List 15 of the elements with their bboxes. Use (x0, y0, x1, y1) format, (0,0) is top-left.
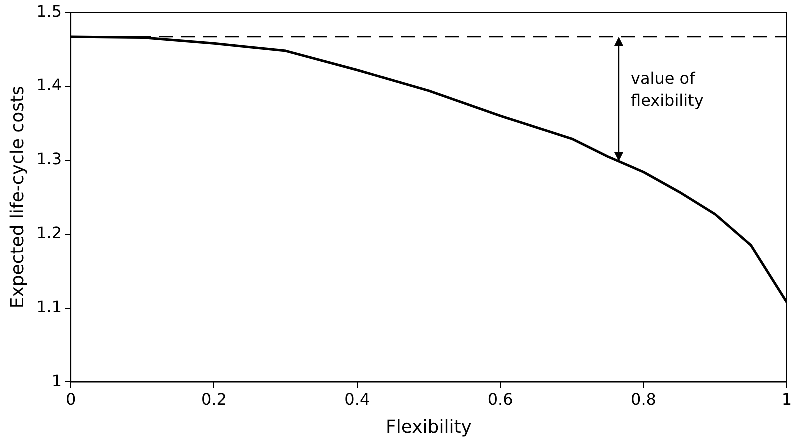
y-tick-label: 1.2 (36, 224, 62, 243)
y-axis-title: Expected life-cycle costs (7, 86, 28, 309)
y-tick-label: 1.4 (36, 76, 62, 95)
x-tick-label: 0.2 (201, 390, 227, 409)
x-axis-title: Flexibility (386, 416, 472, 438)
annotation: value of flexibility (631, 68, 705, 112)
x-tick-label: 0 (66, 390, 76, 409)
y-tick-label: 1.5 (36, 2, 62, 21)
x-tick-label: 0.6 (488, 390, 514, 409)
x-tick-label: 0.8 (631, 390, 656, 409)
y-tick-label: 1.1 (36, 297, 62, 316)
x-tick-label: 0.4 (344, 390, 370, 409)
x-tick-label: 1 (782, 390, 792, 409)
y-tick-label: 1.3 (36, 150, 62, 169)
y-tick-label: 1 (52, 371, 62, 390)
